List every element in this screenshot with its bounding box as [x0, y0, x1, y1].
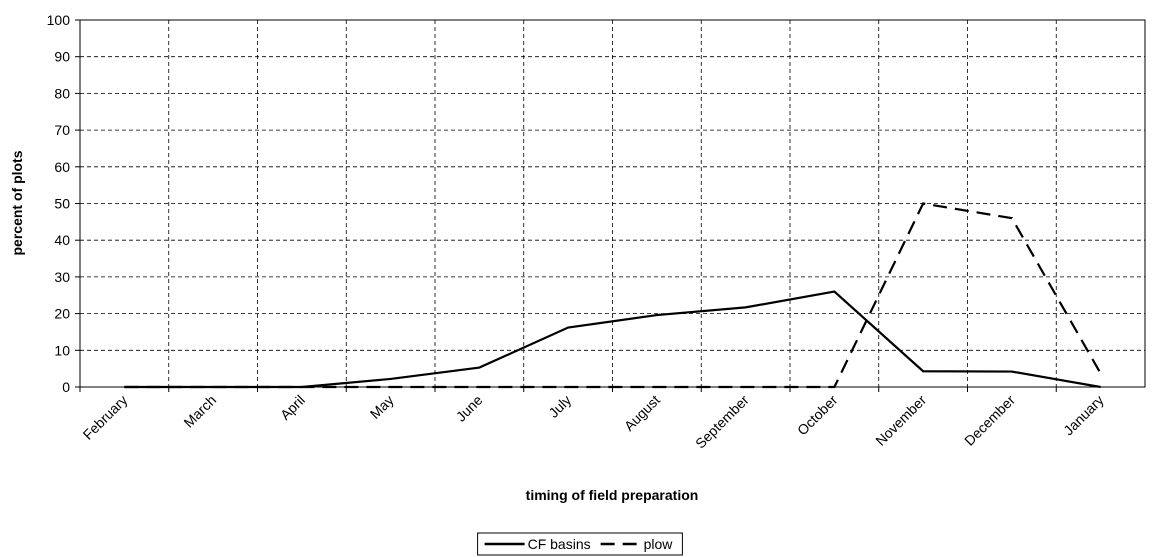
- x-tick-label: September: [692, 392, 752, 452]
- x-tick-label: February: [80, 392, 131, 443]
- legend-label: CF basins: [528, 536, 591, 552]
- y-tick-label: 40: [54, 232, 70, 248]
- y-tick-label: 60: [54, 159, 70, 175]
- y-tick-label: 0: [62, 379, 70, 395]
- y-tick-label: 80: [54, 85, 70, 101]
- legend-label: plow: [644, 536, 674, 552]
- x-tick-label: April: [277, 392, 308, 423]
- x-axis-title: timing of field preparation: [526, 487, 699, 503]
- x-tick-label: March: [180, 392, 219, 431]
- x-tick-label: December: [961, 392, 1018, 449]
- y-tick-label: 20: [54, 306, 70, 322]
- x-tick-label: January: [1060, 392, 1107, 439]
- y-axis-title: percent of plots: [9, 150, 25, 255]
- y-tick-label: 70: [54, 122, 70, 138]
- y-tick-label: 50: [54, 196, 70, 212]
- x-tick-label: November: [872, 392, 929, 449]
- y-tick-label: 30: [54, 269, 70, 285]
- y-tick-label: 10: [54, 342, 70, 358]
- series-line: [124, 202, 1102, 389]
- x-tick-label: August: [621, 392, 663, 434]
- legend-box: [477, 532, 683, 556]
- y-tick-label: 90: [54, 49, 70, 65]
- legend: CF basins plow: [477, 532, 683, 556]
- y-tick-label: 100: [47, 12, 71, 28]
- x-tick-label: July: [545, 392, 574, 421]
- x-tick-label: October: [794, 392, 841, 439]
- x-tick-label: June: [453, 392, 486, 425]
- x-tick-label: May: [367, 392, 397, 422]
